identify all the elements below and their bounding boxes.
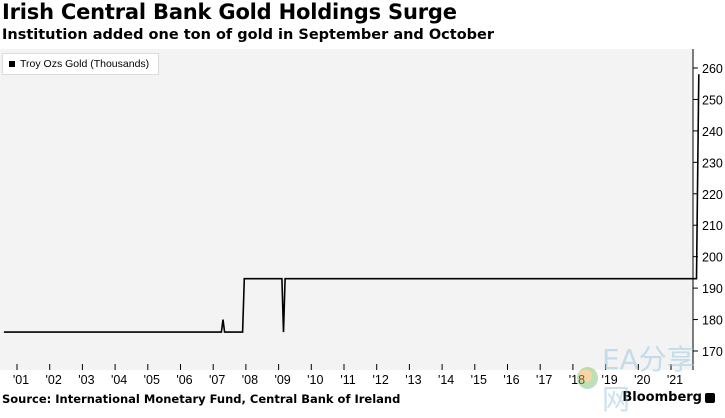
x-tick-label: '21 — [667, 373, 683, 387]
x-tick-label: '17 — [536, 373, 552, 387]
chart-title: Irish Central Bank Gold Holdings Surge — [2, 0, 457, 24]
x-tick-label: '07 — [209, 373, 225, 387]
x-tick-label: '06 — [176, 373, 192, 387]
chart-subtitle: Institution added one ton of gold in Sep… — [2, 27, 495, 43]
x-tick-label: '16 — [503, 373, 519, 387]
y-tick-label: 250 — [702, 93, 723, 107]
x-tick-label: '12 — [373, 373, 389, 387]
x-tick-label: '19 — [601, 373, 617, 387]
bloomberg-logo-icon — [705, 392, 715, 403]
x-tick-label: '20 — [634, 373, 650, 387]
x-tick-label: '13 — [405, 373, 421, 387]
y-tick-label: 260 — [702, 62, 723, 76]
x-tick-label: '02 — [46, 373, 62, 387]
x-tick-label: '15 — [471, 373, 487, 387]
line-chart: 170 180 190 200 210 220 230 240 250 260 '01 '02 '03 '… — [3, 49, 723, 387]
y-tick-label: 210 — [702, 219, 723, 233]
x-tick-label: '05 — [144, 373, 160, 387]
x-tick-label: '04 — [111, 373, 127, 387]
x-tick-label: '09 — [274, 373, 290, 387]
x-tick-label: '18 — [569, 373, 585, 387]
y-tick-label: 180 — [702, 314, 723, 328]
y-tick-label: 170 — [702, 345, 723, 359]
y-tick-label: 200 — [702, 251, 723, 265]
legend-label: Troy Ozs Gold (Thousands) — [20, 58, 150, 70]
y-tick-label: 220 — [702, 188, 723, 202]
brand-text: Bloomberg — [622, 390, 702, 405]
y-tick-label: 230 — [702, 156, 723, 170]
brand-label: Bloomberg — [622, 390, 715, 405]
legend: Troy Ozs Gold (Thousands) — [2, 53, 160, 75]
source-note: Source: International Monetary Fund, Cen… — [2, 392, 401, 406]
x-tick-label: '03 — [78, 373, 94, 387]
y-tick-label: 190 — [702, 282, 723, 296]
x-tick-label: '11 — [340, 373, 355, 387]
plot-area — [0, 49, 693, 370]
x-tick-label: '08 — [242, 373, 258, 387]
series-line — [3, 74, 700, 333]
y-tick-label: 240 — [702, 125, 723, 139]
x-tick-label: '10 — [307, 373, 323, 387]
x-tick-label: '14 — [438, 373, 454, 387]
x-tick-label: '01 — [13, 373, 29, 387]
legend-swatch — [9, 61, 15, 67]
